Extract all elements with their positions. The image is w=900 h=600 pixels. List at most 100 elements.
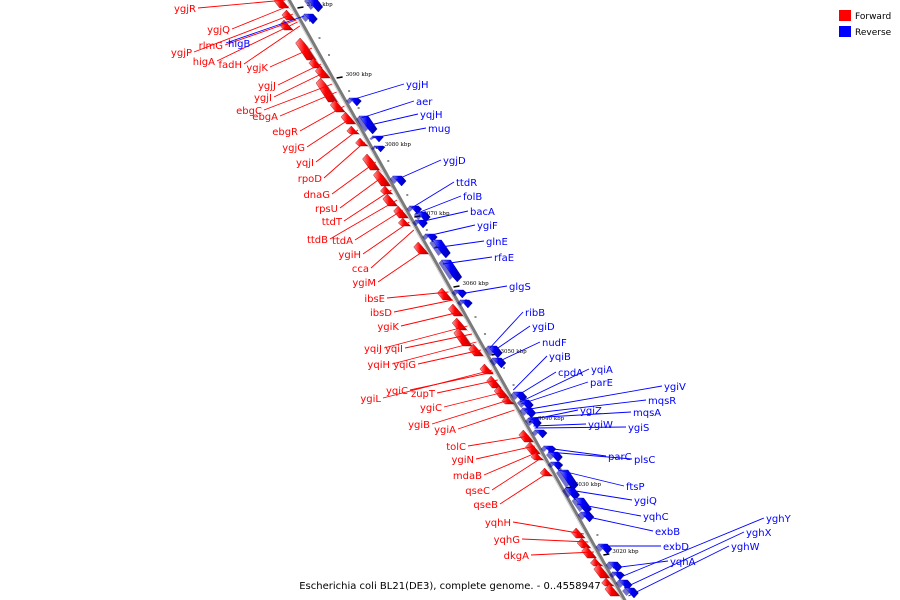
gene-label-ygiM: ygiM bbox=[352, 278, 376, 289]
reverse-leader-line bbox=[497, 341, 541, 363]
reverse-gene-shadow bbox=[622, 588, 630, 596]
gene-label-rpsU: rpsU bbox=[315, 204, 338, 215]
gene-label-bacA: bacA bbox=[470, 207, 495, 218]
gene-label-ebgC: ebgC bbox=[236, 106, 262, 117]
tick-label: 3060 kbp bbox=[462, 281, 489, 287]
gene-label-glgS: glgS bbox=[509, 282, 531, 293]
reverse-leader-line bbox=[618, 517, 765, 579]
gene-label-plsC: plsC bbox=[634, 455, 655, 466]
gene-label-yqiI: yqiI bbox=[385, 344, 403, 355]
forward-leader-line bbox=[431, 399, 510, 425]
gene-label-ygiL: ygiL bbox=[360, 394, 381, 405]
forward-leader-line bbox=[409, 371, 494, 391]
reverse-gene-shadow bbox=[412, 220, 419, 226]
gene-label-ygjQ: ygjQ bbox=[207, 25, 230, 36]
reverse-leader-line bbox=[442, 256, 493, 265]
reverse-leader-line bbox=[351, 83, 405, 101]
forward-gene-shadow bbox=[549, 473, 556, 479]
forward-gene-arrow bbox=[346, 125, 360, 135]
gene-label-rlmG: rlmG bbox=[199, 41, 223, 52]
forward-leader-line bbox=[404, 333, 473, 349]
gene-label-yqiG: yqiG bbox=[393, 360, 416, 371]
tick-label: 3070 kbp bbox=[423, 211, 450, 217]
gene-label-ygiH: ygiH bbox=[338, 250, 361, 261]
forward-leader-line bbox=[331, 161, 377, 195]
forward-leader-line bbox=[323, 141, 365, 179]
forward-leader-line bbox=[362, 221, 410, 255]
gene-label-ebgA: ebgA bbox=[252, 112, 278, 123]
reverse-gene-arrow bbox=[491, 357, 507, 369]
gene-label-yqhA: yqhA bbox=[670, 557, 696, 568]
reverse-leader-line bbox=[361, 100, 415, 119]
reverse-leader-line bbox=[583, 515, 654, 532]
forward-gene-arrow bbox=[448, 303, 464, 317]
legend-forward-label: Forward bbox=[855, 12, 891, 22]
forward-gene-arrow bbox=[398, 217, 412, 227]
gene-label-higA: higA bbox=[193, 57, 215, 68]
gene-label-yqiC: yqiC bbox=[386, 386, 408, 397]
reverse-gene-arrow bbox=[574, 497, 592, 515]
forward-leader-line bbox=[457, 409, 515, 430]
forward-gene-shadow bbox=[527, 435, 537, 445]
forward-gene-shadow bbox=[304, 43, 319, 63]
reverse-leader-line bbox=[459, 285, 508, 295]
forward-gene-shadow bbox=[371, 159, 383, 173]
forward-gene-arrow bbox=[604, 583, 620, 597]
legend-forward-swatch bbox=[839, 10, 851, 21]
reverse-leader-line bbox=[526, 399, 647, 415]
reverse-gene-shadow bbox=[457, 300, 464, 306]
reverse-leader-line bbox=[433, 240, 485, 249]
reverse-leader-line bbox=[411, 181, 455, 209]
forward-gene-arrow bbox=[340, 111, 357, 125]
gene-label-yqhC: yqhC bbox=[643, 512, 669, 523]
gene-label-ygiC: ygiC bbox=[420, 403, 442, 414]
gene-label-ttdR: ttdR bbox=[456, 178, 477, 189]
reverse-leader-line bbox=[533, 423, 587, 427]
gene-features bbox=[273, 0, 639, 599]
gene-label-ebgR: ebgR bbox=[272, 127, 298, 138]
gene-label-yqhG: yqhG bbox=[494, 535, 520, 546]
forward-leader-line bbox=[436, 379, 498, 394]
gene-label-folB: folB bbox=[463, 192, 482, 203]
tick-label: 3080 kbp bbox=[385, 142, 412, 148]
forward-gene-shadow bbox=[350, 117, 359, 127]
reverse-leader-line bbox=[427, 224, 476, 237]
forward-leader-line bbox=[377, 249, 426, 283]
reverse-leader-line bbox=[519, 368, 590, 403]
forward-leader-line bbox=[315, 129, 359, 163]
gene-label-ygiN: ygiN bbox=[451, 455, 474, 466]
gene-label-ygjH: ygjH bbox=[406, 80, 429, 91]
forward-leader-line bbox=[263, 83, 333, 111]
tick-mark bbox=[603, 553, 610, 556]
gene-label-yghY: yghY bbox=[766, 514, 792, 525]
gene-label-ygjK: ygjK bbox=[246, 63, 268, 74]
reverse-gene-arrow bbox=[441, 259, 463, 283]
legend-reverse-swatch bbox=[839, 26, 851, 37]
forward-leader-line bbox=[400, 311, 460, 327]
forward-leader-line bbox=[354, 209, 403, 241]
reverse-gene-shadow bbox=[540, 446, 547, 452]
forward-leader-line bbox=[277, 63, 322, 86]
gene-label-ygiV: ygiV bbox=[664, 382, 686, 393]
reverse-leader-line bbox=[612, 560, 669, 569]
forward-gene-shadow bbox=[610, 583, 617, 589]
reverse-gene-shadow bbox=[370, 146, 377, 150]
forward-leader-line bbox=[530, 551, 594, 556]
forward-gene-shadow bbox=[382, 175, 394, 189]
genome-caption: Escherichia coli BL21(DE3), complete gen… bbox=[299, 581, 601, 592]
gene-label-ygjR: ygjR bbox=[174, 4, 196, 15]
reverse-gene-arrow bbox=[373, 145, 386, 153]
gene-label-higB: higB bbox=[228, 39, 250, 50]
forward-leader-line bbox=[491, 457, 542, 491]
forward-leader-line bbox=[467, 435, 530, 447]
forward-leader-line bbox=[499, 471, 550, 505]
forward-gene-shadow bbox=[534, 447, 544, 457]
gene-label-exbD: exbD bbox=[663, 542, 689, 553]
reverse-gene-shadow bbox=[525, 418, 533, 426]
forward-gene-arrow bbox=[362, 153, 380, 171]
gene-label-rfaE: rfaE bbox=[494, 253, 514, 264]
gene-label-ygiK: ygiK bbox=[377, 322, 399, 333]
gene-label-ttdB: ttdB bbox=[307, 235, 328, 246]
reverse-gene-shadow bbox=[369, 136, 375, 140]
